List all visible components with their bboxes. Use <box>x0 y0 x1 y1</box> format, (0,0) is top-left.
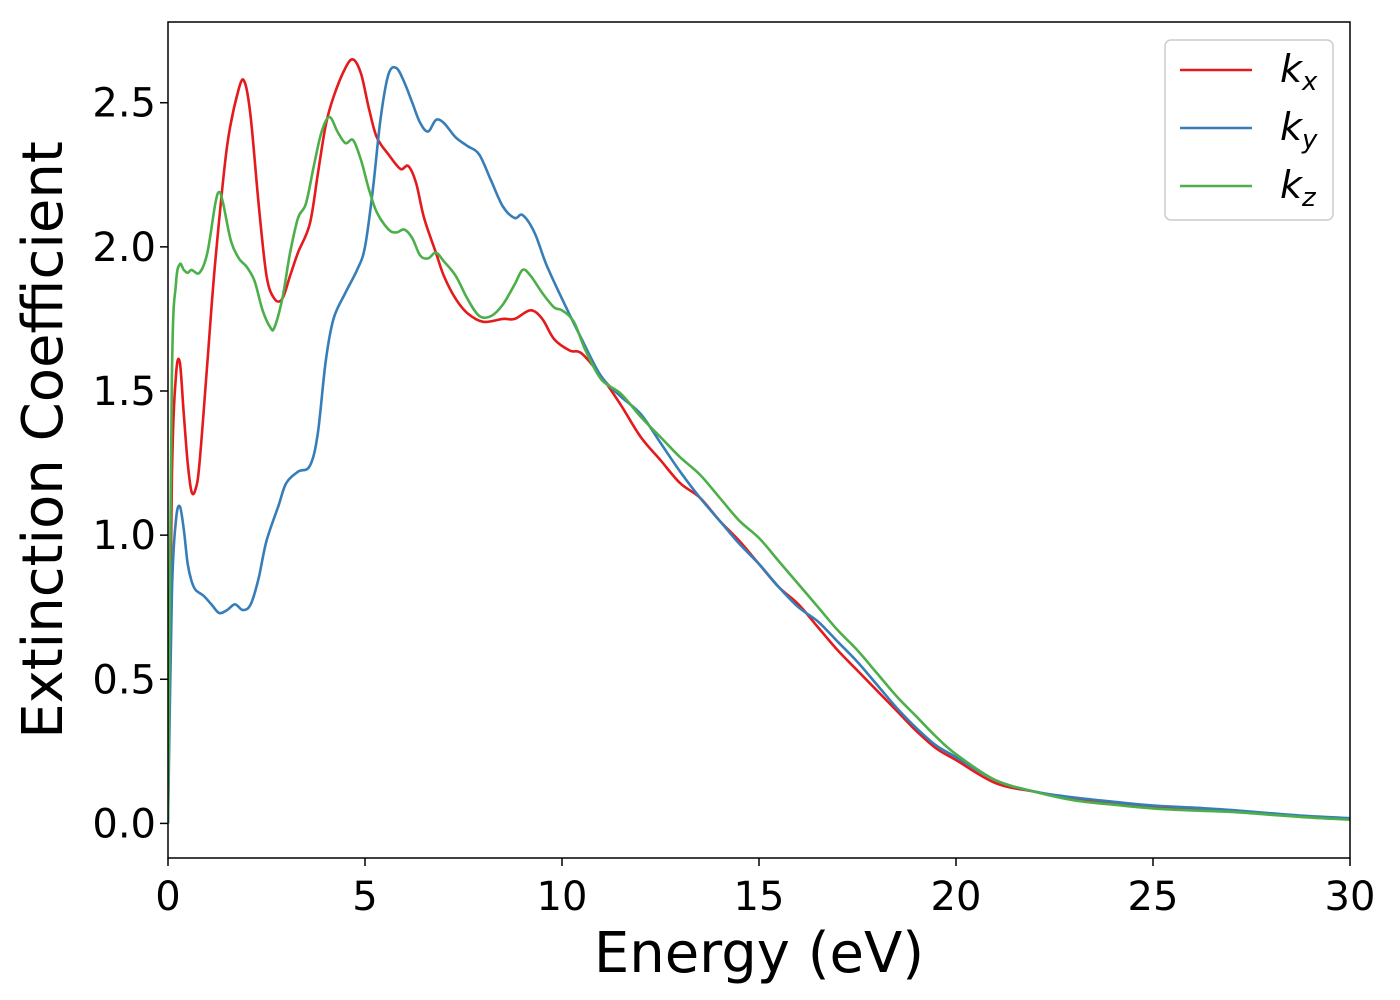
legend-label-kx: kx <box>1280 47 1318 97</box>
y-tick-label: 2.0 <box>92 225 156 271</box>
legend-frame <box>1164 39 1334 221</box>
x-tick-label: 0 <box>155 874 180 920</box>
series-layer <box>168 58 1350 824</box>
y-tick-label: 2.5 <box>92 81 156 127</box>
y-tick-label: 0.5 <box>92 657 156 703</box>
legend-label-kz: kz <box>1280 163 1317 213</box>
x-tick-label: 20 <box>931 874 982 920</box>
y-tick-label: 1.5 <box>92 369 156 415</box>
x-axis-ticks: 0 5 10 15 20 25 30 <box>155 858 1375 920</box>
legend-label-ky: ky <box>1280 105 1318 155</box>
series-line-kx <box>168 58 1350 824</box>
x-tick-label: 10 <box>537 874 588 920</box>
y-axis-label: Extinction Coefficient <box>11 141 76 739</box>
series-line-ky <box>168 65 1350 824</box>
x-tick-label: 30 <box>1325 874 1376 920</box>
y-tick-label: 0.0 <box>92 801 156 847</box>
legend: kx ky kz <box>1164 39 1334 221</box>
series-line-kz <box>168 115 1350 824</box>
x-tick-label: 5 <box>352 874 377 920</box>
y-axis-ticks: 0.0 0.5 1.0 1.5 2.0 2.5 <box>92 81 168 847</box>
x-tick-label: 15 <box>734 874 785 920</box>
x-tick-label: 25 <box>1128 874 1179 920</box>
y-tick-label: 1.0 <box>92 513 156 559</box>
x-axis-label: Energy (eV) <box>594 921 924 986</box>
